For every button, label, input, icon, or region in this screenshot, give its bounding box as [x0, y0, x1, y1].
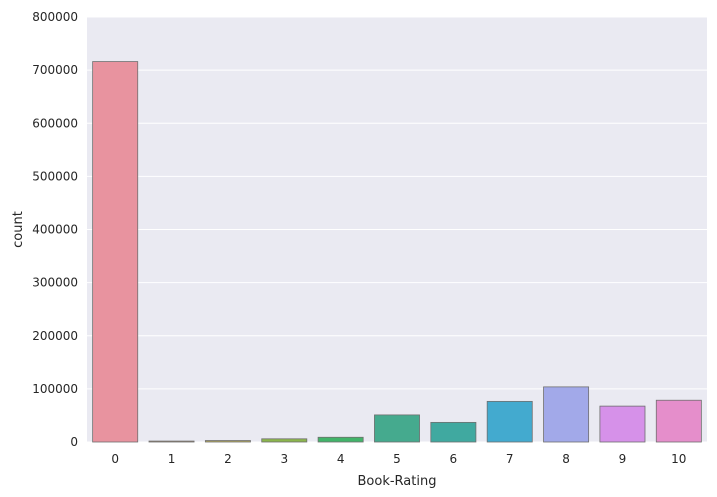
bar-8: [543, 386, 590, 443]
x-axis-label: Book-Rating: [358, 474, 437, 489]
x-tick-label: 8: [562, 452, 570, 466]
x-tick-labels: 0 1 2 3 4 5 6 7 8 9 10: [111, 452, 686, 466]
y-tick-label: 0: [70, 435, 78, 449]
x-tick-label: 1: [168, 452, 176, 466]
y-tick-label: 200000: [32, 329, 78, 343]
x-tick-label: 4: [337, 452, 345, 466]
y-tick-label: 400000: [32, 223, 78, 237]
y-tick-label: 600000: [32, 116, 78, 130]
x-tick-label: 10: [671, 452, 686, 466]
x-tick-label: 7: [506, 452, 514, 466]
bar-1: [148, 440, 195, 443]
y-axis-label: count: [11, 211, 26, 248]
bar-4: [317, 436, 364, 443]
bar-9: [599, 405, 646, 443]
bar-6: [430, 421, 477, 443]
x-tick-label: 2: [224, 452, 232, 466]
bar-10: [655, 399, 702, 443]
y-tick-label: 700000: [32, 63, 78, 77]
bar-3: [261, 438, 308, 443]
x-tick-label: 0: [111, 452, 119, 466]
bar-0: [92, 61, 139, 443]
bar-7: [486, 400, 533, 443]
bar-2: [204, 440, 251, 443]
y-tick-label: 500000: [32, 169, 78, 183]
bars: [92, 61, 702, 443]
bar-5: [374, 414, 420, 443]
y-tick-label: 800000: [32, 10, 78, 24]
y-tick-labels: 0 100000 200000 300000 400000 500000 600000 700…: [32, 10, 78, 449]
y-tick-label: 100000: [32, 382, 78, 396]
x-tick-label: 6: [450, 452, 458, 466]
x-tick-label: 9: [619, 452, 627, 466]
x-tick-label: 3: [280, 452, 288, 466]
x-tick-label: 5: [393, 452, 401, 466]
y-tick-label: 300000: [32, 276, 78, 290]
